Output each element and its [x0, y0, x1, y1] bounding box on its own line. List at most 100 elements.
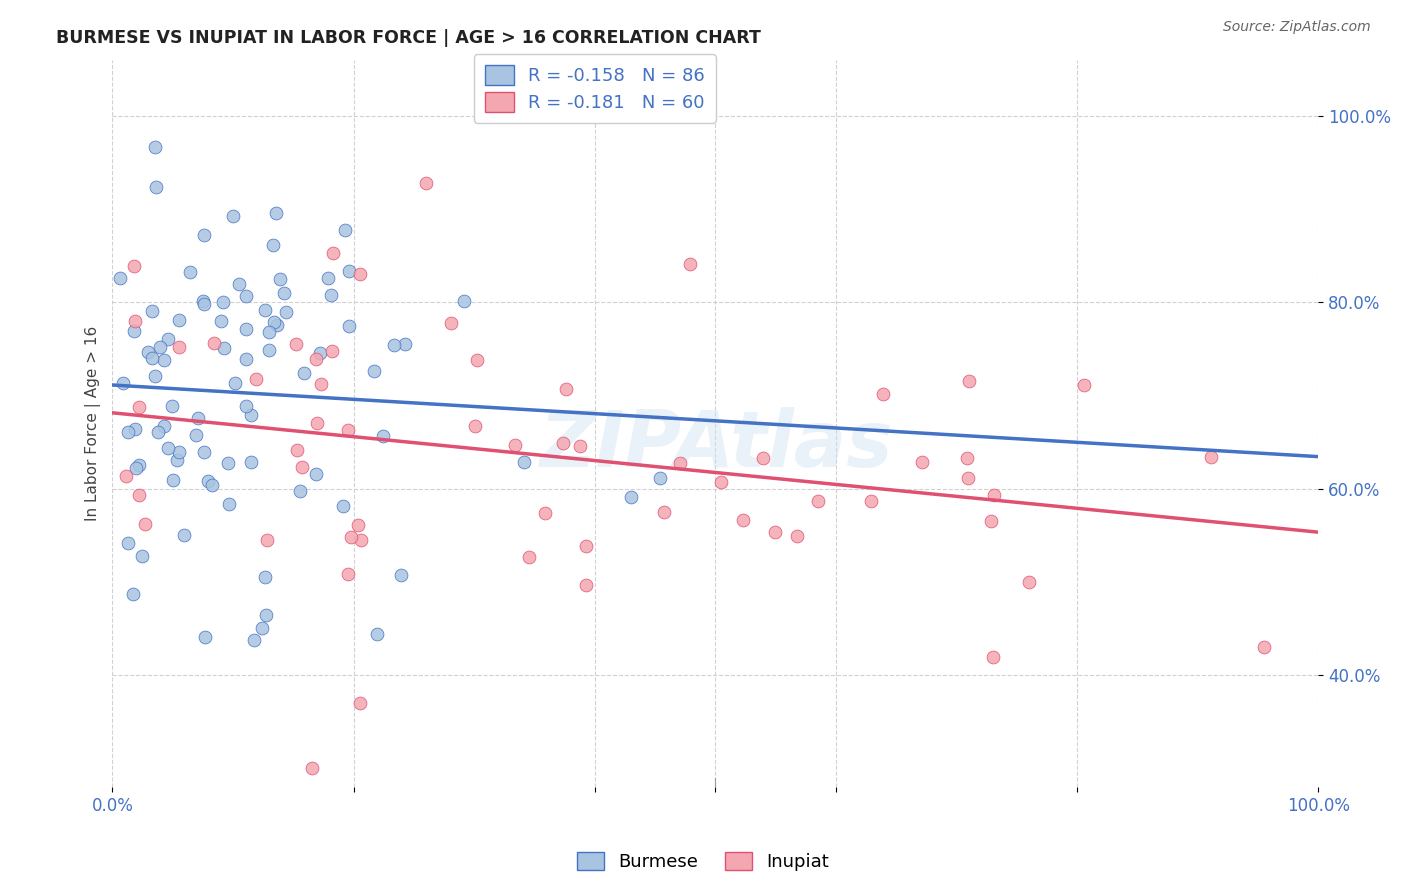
Point: [173, 528, 195, 542]
Point: [679, 257, 702, 271]
Point: [305, 467, 328, 482]
Point: [1253, 640, 1275, 654]
Text: BURMESE VS INUPIAT IN LABOR FORCE | AGE > 16 CORRELATION CHART: BURMESE VS INUPIAT IN LABOR FORCE | AGE …: [56, 29, 761, 46]
Point: [551, 435, 574, 450]
Point: [128, 458, 150, 472]
Point: [956, 471, 979, 485]
Point: [1199, 450, 1222, 465]
Legend: Burmese, Inupiat: Burmese, Inupiat: [569, 845, 837, 879]
Point: [733, 513, 755, 527]
Point: [214, 341, 236, 355]
Point: [187, 410, 209, 425]
Point: [389, 568, 412, 582]
Point: [453, 293, 475, 308]
Point: [751, 451, 773, 466]
Point: [765, 524, 787, 539]
Point: [620, 490, 643, 504]
Point: [337, 423, 360, 437]
Point: [224, 376, 246, 390]
Point: [110, 271, 132, 285]
Point: [235, 321, 257, 335]
Point: [136, 345, 159, 359]
Point: [983, 488, 1005, 502]
Point: [162, 473, 184, 487]
Point: [202, 335, 225, 350]
Point: [652, 505, 675, 519]
Point: [167, 313, 190, 327]
Point: [1073, 378, 1095, 392]
Point: [273, 285, 295, 300]
Point: [143, 368, 166, 383]
Point: [257, 326, 280, 340]
Point: [243, 633, 266, 648]
Point: [191, 294, 214, 309]
Point: [305, 417, 328, 431]
Point: [382, 337, 405, 351]
Point: [254, 607, 277, 622]
Point: [193, 444, 215, 458]
Point: [371, 428, 394, 442]
Point: [264, 206, 287, 220]
Point: [347, 518, 370, 533]
Point: [301, 761, 323, 775]
Point: [505, 438, 527, 452]
Point: [122, 325, 145, 339]
Point: [263, 315, 285, 329]
Point: [153, 352, 176, 367]
Point: [201, 478, 224, 492]
Point: [218, 497, 240, 511]
Point: [117, 536, 139, 550]
Point: [349, 696, 371, 710]
Point: [1018, 574, 1040, 589]
Point: [440, 316, 463, 330]
Point: [519, 550, 541, 565]
Point: [911, 455, 934, 469]
Point: [555, 382, 578, 396]
Point: [134, 517, 156, 532]
Point: [650, 471, 672, 485]
Point: [291, 459, 314, 474]
Point: [156, 333, 179, 347]
Point: [235, 352, 257, 367]
Point: [669, 456, 692, 470]
Point: [115, 468, 138, 483]
Point: [311, 376, 333, 391]
Point: [166, 452, 188, 467]
Text: ZIPAtlas: ZIPAtlas: [538, 407, 891, 483]
Point: [257, 343, 280, 357]
Point: [980, 514, 1002, 528]
Point: [465, 353, 488, 368]
Text: Source: ZipAtlas.com: Source: ZipAtlas.com: [1223, 20, 1371, 34]
Point: [240, 408, 263, 422]
Point: [245, 372, 267, 386]
Point: [337, 264, 360, 278]
Point: [266, 318, 288, 332]
Point: [366, 627, 388, 641]
Point: [212, 295, 235, 310]
Point: [153, 419, 176, 434]
Point: [222, 209, 245, 223]
Point: [209, 314, 232, 328]
Point: [710, 475, 733, 489]
Legend: R = -0.158   N = 86, R = -0.181   N = 60: R = -0.158 N = 86, R = -0.181 N = 60: [474, 54, 716, 123]
Point: [124, 422, 146, 436]
Point: [807, 493, 830, 508]
Point: [124, 314, 146, 328]
Point: [288, 483, 311, 498]
Point: [415, 176, 437, 190]
Point: [322, 246, 344, 260]
Point: [332, 499, 354, 513]
Point: [143, 140, 166, 154]
Point: [117, 425, 139, 439]
Point: [285, 443, 308, 458]
Point: [197, 474, 219, 488]
Point: [316, 270, 339, 285]
Point: [228, 277, 250, 292]
Point: [235, 399, 257, 413]
Point: [305, 351, 328, 366]
Point: [128, 488, 150, 502]
Point: [860, 494, 883, 508]
Point: [309, 345, 332, 359]
Point: [235, 289, 257, 303]
Point: [256, 533, 278, 548]
